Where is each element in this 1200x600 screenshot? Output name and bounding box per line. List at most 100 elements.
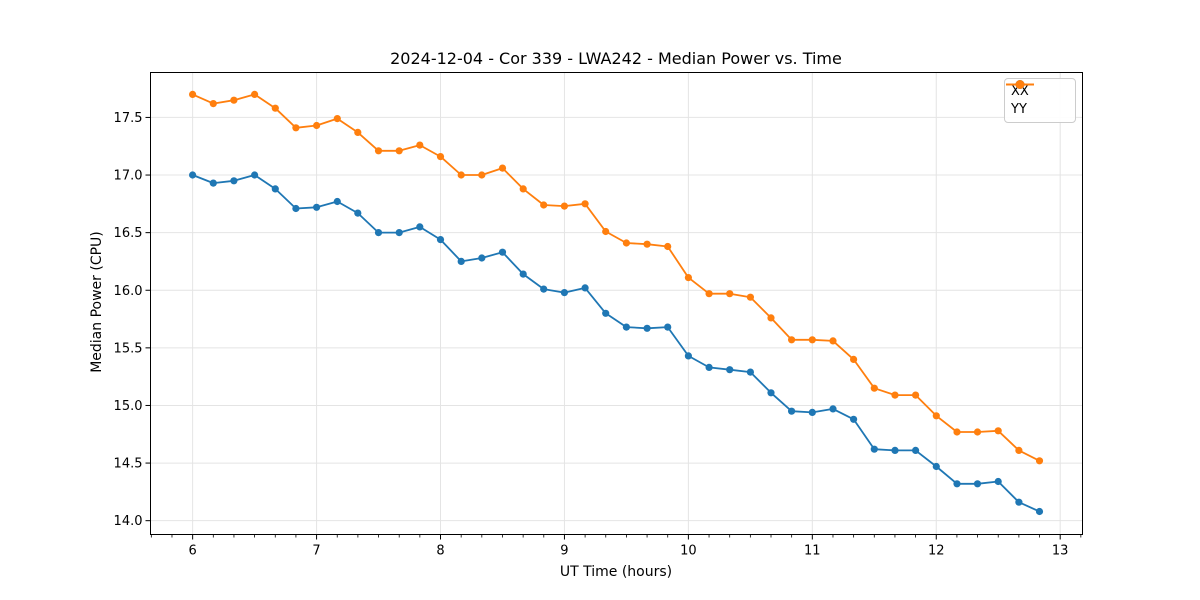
series-xx-marker bbox=[581, 284, 589, 292]
x-tick-label: 7 bbox=[312, 544, 320, 559]
series-xx-marker bbox=[478, 254, 486, 262]
series-xx-marker bbox=[870, 445, 878, 453]
series-yy-marker bbox=[994, 427, 1002, 435]
y-tick-label: 17.0 bbox=[114, 169, 143, 184]
series-xx-marker bbox=[395, 229, 403, 237]
series-xx-marker bbox=[251, 171, 259, 179]
x-tick-label: 12 bbox=[928, 544, 945, 559]
series-yy-marker bbox=[498, 164, 507, 172]
series-xx-marker bbox=[994, 477, 1002, 486]
series-xx-marker bbox=[622, 323, 631, 331]
legend-entry-yy: YY bbox=[1006, 80, 1069, 118]
series-yy-marker bbox=[478, 171, 486, 179]
series-xx-marker bbox=[953, 480, 961, 488]
series-yy-marker bbox=[767, 314, 775, 322]
series-xx-marker bbox=[932, 462, 940, 471]
series-yy-marker bbox=[643, 240, 651, 248]
y-tick-label: 17.5 bbox=[114, 111, 143, 126]
x-tick-label: 10 bbox=[680, 544, 697, 559]
series-yy-marker bbox=[540, 201, 548, 209]
x-tick-label: 13 bbox=[1052, 544, 1069, 559]
series-yy-marker bbox=[932, 412, 940, 420]
series-xx-marker bbox=[973, 480, 982, 488]
x-axis-label: UT Time (hours) bbox=[559, 564, 673, 580]
series-xx-marker bbox=[560, 289, 569, 297]
series-xx-marker bbox=[788, 407, 796, 415]
y-tick-label: 14.0 bbox=[114, 514, 143, 529]
series-yy-marker bbox=[333, 115, 341, 123]
series-xx-marker bbox=[767, 389, 775, 397]
series-xx-marker bbox=[498, 248, 507, 256]
series-xx-marker bbox=[271, 185, 279, 193]
series-xx-marker bbox=[891, 446, 899, 454]
legend-label-yy: YY bbox=[1011, 102, 1027, 118]
y-tick-label: 15.5 bbox=[114, 341, 143, 356]
series-yy-marker bbox=[416, 141, 424, 149]
legend: XX YY bbox=[1004, 78, 1076, 123]
legend-label-xx: XX bbox=[1011, 83, 1029, 99]
y-axis-label: Median Power (CPU) bbox=[89, 231, 105, 373]
series-yy-marker bbox=[581, 200, 589, 208]
series-yy-marker bbox=[354, 128, 362, 136]
series-xx-marker bbox=[436, 236, 445, 244]
y-tick-label: 16.5 bbox=[114, 226, 143, 241]
series-yy-marker bbox=[209, 100, 217, 108]
series-xx-marker bbox=[313, 203, 321, 211]
series-xx-marker bbox=[230, 177, 238, 185]
series-yy-marker bbox=[602, 227, 610, 236]
series-xx-marker bbox=[664, 323, 672, 331]
y-tick-label: 16.0 bbox=[114, 284, 143, 299]
series-yy-marker bbox=[664, 242, 672, 251]
series-yy-marker bbox=[622, 239, 631, 247]
series-yy-marker bbox=[1035, 457, 1044, 465]
x-tick-label: 6 bbox=[188, 544, 196, 559]
series-yy-marker bbox=[251, 90, 259, 98]
plot-background bbox=[150, 72, 1083, 535]
series-yy-marker bbox=[1015, 446, 1023, 454]
series-yy-marker bbox=[788, 336, 796, 344]
series-xx-marker bbox=[374, 229, 383, 237]
series-yy-marker bbox=[973, 428, 982, 436]
series-xx-marker bbox=[1035, 507, 1044, 516]
series-yy-marker bbox=[912, 391, 920, 399]
series-yy-marker bbox=[436, 153, 445, 161]
series-yy-marker bbox=[808, 336, 816, 344]
series-yy-marker bbox=[519, 185, 527, 193]
series-xx-marker bbox=[705, 363, 713, 371]
series-yy-marker bbox=[230, 96, 238, 104]
y-tick-label: 15.0 bbox=[114, 399, 143, 414]
series-xx-marker bbox=[519, 270, 527, 278]
series-xx-marker bbox=[189, 171, 197, 179]
chart-title: 2024-12-04 - Cor 339 - LWA242 - Median P… bbox=[390, 49, 842, 68]
series-yy-marker bbox=[374, 147, 383, 155]
series-yy-marker bbox=[313, 121, 321, 130]
series-yy-marker bbox=[953, 428, 961, 436]
series-yy-marker bbox=[560, 202, 569, 210]
series-xx-marker bbox=[684, 352, 693, 360]
series-yy-marker bbox=[684, 274, 693, 282]
series-yy-marker bbox=[829, 337, 837, 345]
series-yy-marker bbox=[271, 104, 279, 112]
series-xx-marker bbox=[808, 408, 816, 416]
series-xx-marker bbox=[829, 405, 837, 413]
series-xx-marker bbox=[726, 366, 734, 374]
series-xx-marker bbox=[209, 179, 217, 187]
series-yy-marker bbox=[705, 290, 713, 298]
series-yy-marker bbox=[189, 90, 197, 98]
series-yy-marker bbox=[292, 124, 300, 132]
series-xx-marker bbox=[1015, 498, 1023, 506]
series-xx-marker bbox=[416, 223, 424, 231]
series-yy-marker bbox=[726, 290, 734, 298]
series-xx-marker bbox=[292, 204, 300, 213]
series-xx-marker bbox=[912, 446, 920, 454]
legend-marker-yy-icon bbox=[1006, 80, 1034, 89]
series-yy-marker bbox=[395, 147, 403, 155]
x-tick-label: 9 bbox=[560, 544, 568, 559]
series-xx-marker bbox=[354, 209, 362, 217]
series-yy-marker bbox=[457, 171, 465, 179]
series-xx-marker bbox=[643, 324, 651, 332]
series-xx-marker bbox=[602, 309, 610, 317]
series-yy-marker bbox=[870, 384, 878, 392]
